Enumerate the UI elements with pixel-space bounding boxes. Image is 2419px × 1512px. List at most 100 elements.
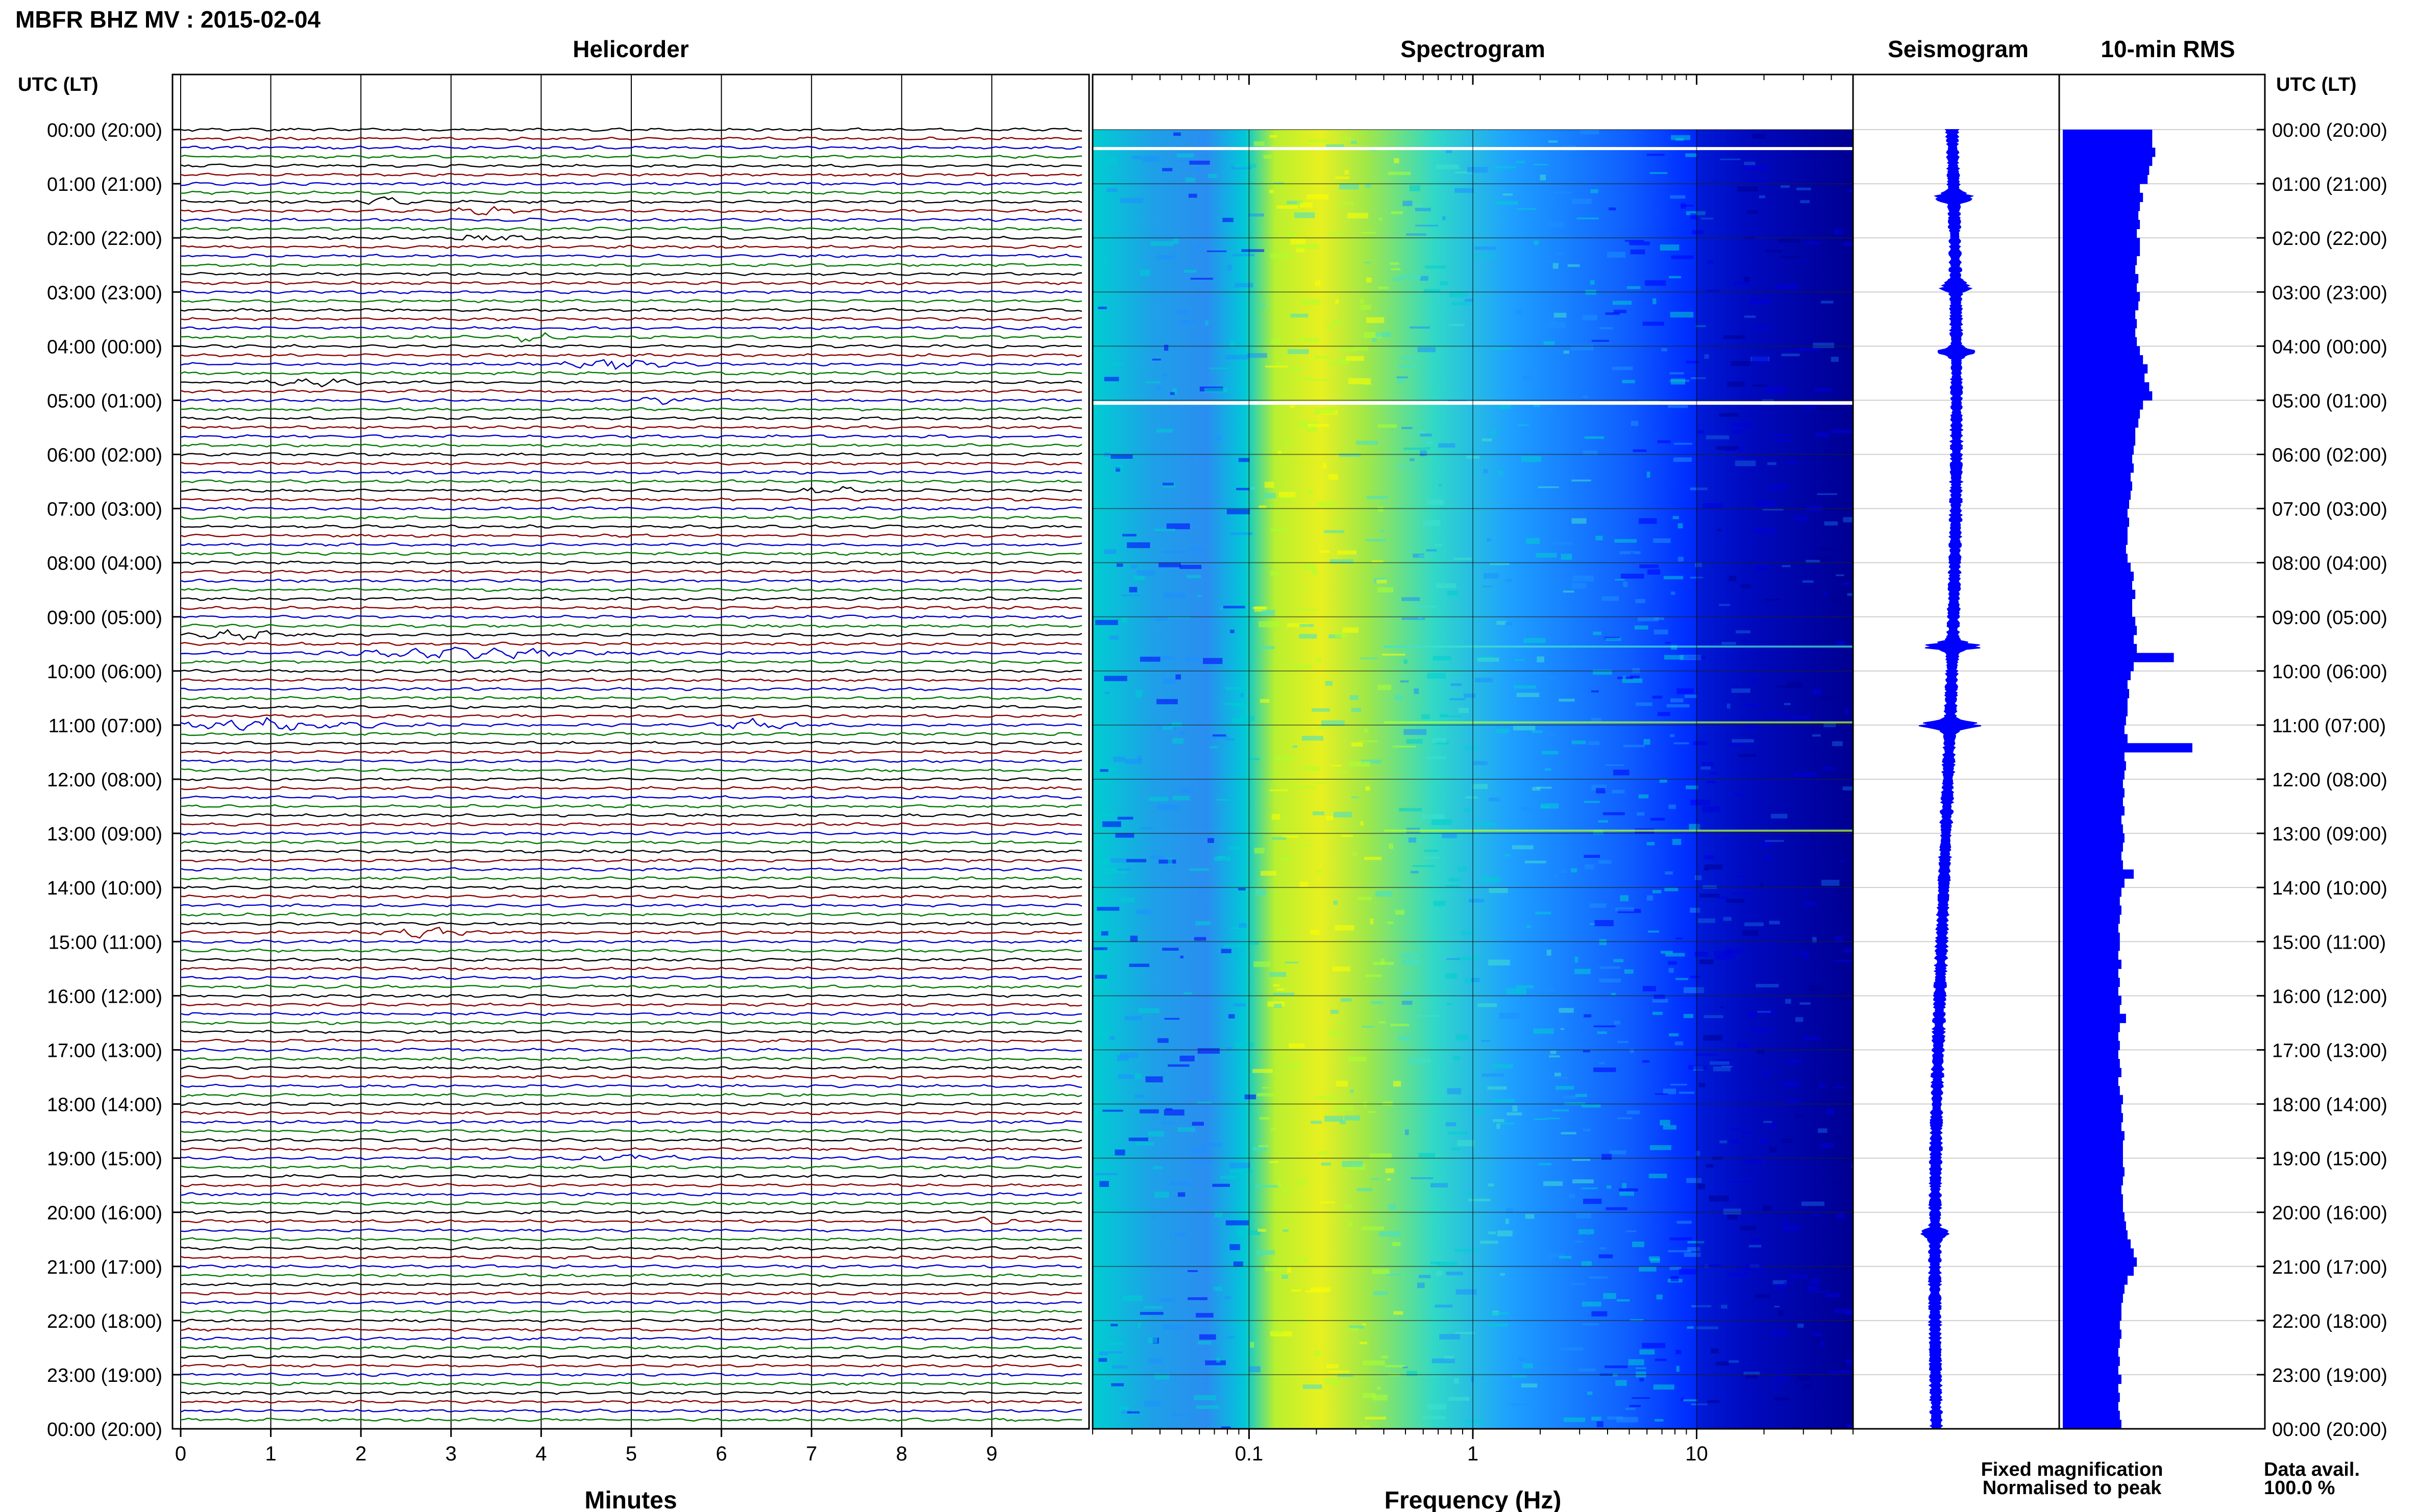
spectrogram-cell: [1789, 1275, 1808, 1279]
spectrogram-cell: [1687, 1241, 1705, 1244]
spectrogram-cell: [1197, 1102, 1212, 1105]
spectrogram-cell: [1626, 1230, 1637, 1232]
spectrogram-cell: [1721, 642, 1736, 645]
spectrogram-cell: [1614, 1021, 1620, 1025]
spectrogram-cell: [1408, 1058, 1431, 1063]
helicorder-trace: [180, 716, 1082, 731]
spectrogram-cell: [1496, 621, 1507, 625]
spectrogram-cell: [1405, 1129, 1409, 1135]
spectrogram-cell: [1574, 1241, 1584, 1243]
spectrogram-cell: [1765, 387, 1786, 393]
spectrogram-cell: [1670, 312, 1694, 318]
spectrogram-cell: [1590, 280, 1595, 285]
rms-bar: [2063, 1366, 2118, 1375]
spectrogram-cell: [1281, 930, 1289, 935]
spectrogram-cell: [1729, 743, 1743, 747]
spectrogram-cell: [1639, 1267, 1657, 1272]
spectrogram-cell: [1097, 907, 1120, 911]
rms-bar: [2063, 1221, 2126, 1231]
spectrogram-cell: [1516, 161, 1525, 163]
spectrogram-cell: [1771, 813, 1788, 819]
spectrogram-cell: [1674, 442, 1692, 445]
spectrogram-cell: [1652, 696, 1663, 699]
frequency-tick-label: 0.1: [1235, 1443, 1264, 1465]
spectrogram-cell: [1422, 1416, 1446, 1420]
spectrogram-cell: [1810, 1278, 1819, 1284]
spectrogram-cell: [1751, 356, 1768, 363]
spectrogram-cell: [1727, 1273, 1748, 1277]
spectrogram-cell: [1296, 247, 1305, 253]
spectrogram-cell: [1646, 472, 1650, 478]
spectrogram-cell: [1319, 550, 1330, 553]
spectrogram-cell: [1646, 154, 1665, 156]
rms-bar: [2063, 707, 2128, 716]
spectrogram-cell: [1401, 427, 1413, 429]
spectrogram-cell: [1377, 424, 1397, 428]
spectrogram-cell: [1099, 1032, 1109, 1037]
helicorder-trace: [180, 206, 1082, 216]
spectrogram-cell: [1706, 289, 1720, 292]
helicorder-trace: [180, 927, 1082, 939]
spectrogram-cell: [1180, 955, 1183, 959]
rms-bar: [2063, 346, 2140, 356]
spectrogram-cell: [1536, 786, 1552, 789]
spectrogram-cell: [1774, 1397, 1789, 1401]
spectrogram-cell: [1669, 1033, 1679, 1036]
rms-bar: [2063, 454, 2132, 464]
spectrogram-cell: [1112, 1365, 1128, 1369]
spectrogram-cell: [1299, 634, 1317, 639]
spectrogram-cell: [1365, 1417, 1387, 1420]
spectrogram-cell: [1703, 1264, 1721, 1268]
spectrogram-cell: [1327, 325, 1335, 329]
rms-bar: [2063, 246, 2140, 256]
spectrogram-cell: [1306, 427, 1317, 432]
spectrogram-cell: [1842, 328, 1853, 332]
spectrogram-cell: [1583, 1128, 1591, 1132]
spectrogram-cell: [1510, 1403, 1530, 1406]
spectrogram-cell: [1163, 592, 1186, 598]
spectrogram-cell: [1414, 688, 1419, 694]
spectrogram-cell: [1358, 740, 1378, 742]
spectrogram-cell: [1431, 738, 1447, 743]
spectrogram-cell: [1523, 1363, 1533, 1369]
spectrogram-cell: [1580, 130, 1599, 135]
spectrogram-cell: [1356, 1188, 1373, 1192]
spectrogram-cell: [1526, 538, 1540, 544]
spectrogram-cell: [1225, 687, 1241, 690]
spectrogram-cell: [1559, 699, 1575, 702]
spectrogram-cell: [1396, 376, 1408, 379]
time-label-right: 00:00 (20:00): [2272, 1419, 2387, 1441]
helicorder-trace: [180, 181, 1082, 186]
spectrogram-cell: [1821, 301, 1834, 304]
spectrogram-cell: [1615, 1380, 1627, 1386]
spectrogram-cell: [1335, 299, 1339, 304]
spectrogram-cell: [1634, 625, 1648, 630]
time-label-right: 17:00 (13:00): [2272, 1040, 2387, 1061]
helicorder-trace: [180, 163, 1082, 168]
helicorder-trace: [180, 1137, 1082, 1143]
spectrogram-cell: [1175, 674, 1181, 680]
spectrogram-cell: [1656, 1294, 1663, 1300]
spectrogram-cell: [1188, 456, 1195, 459]
spectrogram-cell: [1464, 299, 1473, 302]
spectrogram-cell: [1744, 165, 1768, 171]
spectrogram-cell: [1731, 1128, 1740, 1131]
spectrogram-cell: [1606, 1207, 1627, 1210]
spectrogram-cell: [1729, 576, 1737, 582]
spectrogram-cell: [1408, 837, 1417, 843]
rms-bar: [2063, 1302, 2121, 1312]
spectrogram-cell: [1264, 482, 1274, 488]
spectrogram-cell: [1744, 724, 1759, 729]
spectrogram-cell: [1110, 1324, 1118, 1327]
spectrogram-cell: [1281, 497, 1295, 500]
spectrogram-cell: [1206, 250, 1227, 252]
spectrogram-cell: [1341, 835, 1353, 837]
time-label-right: 00:00 (20:00): [2272, 120, 2387, 141]
spectrogram-cell: [1474, 246, 1496, 250]
spectrogram-cell: [1807, 1286, 1819, 1291]
spectrogram-cell: [1140, 1109, 1159, 1113]
spectrogram-cell: [1148, 1337, 1157, 1343]
time-label-right: 02:00 (22:00): [2272, 228, 2387, 250]
spectrogram-cell: [1670, 698, 1684, 703]
spectrogram-cell: [1364, 332, 1382, 338]
